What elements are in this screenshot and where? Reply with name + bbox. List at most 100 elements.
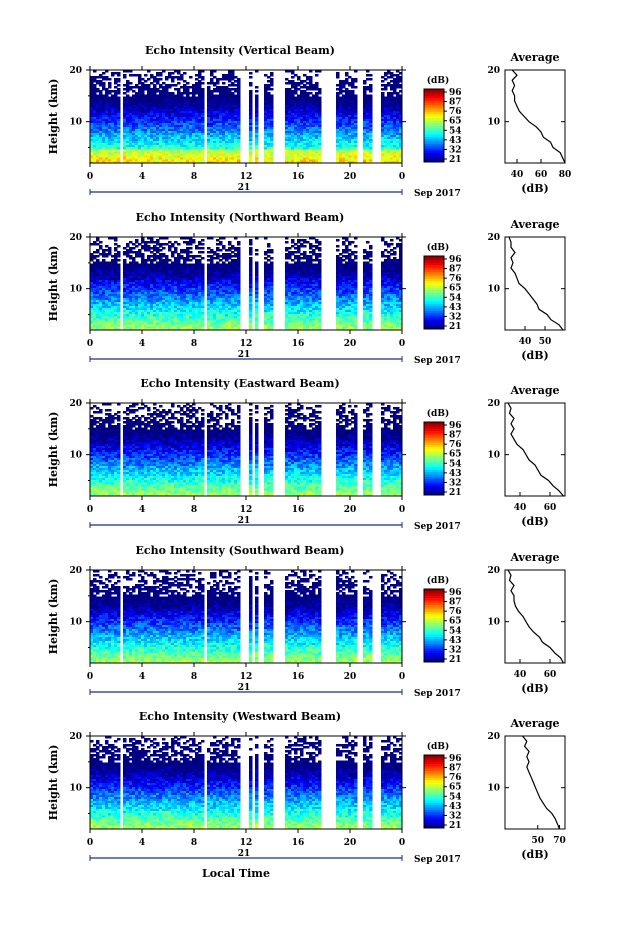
heatmap-cell [165, 138, 169, 142]
heatmap-cell [111, 156, 115, 160]
heatmap-cell [348, 76, 352, 79]
heatmap-cell [141, 128, 145, 132]
heatmap-cell [177, 104, 181, 107]
heatmap-cell [237, 116, 241, 119]
heatmap-cell [234, 128, 238, 132]
heatmap-cell [174, 140, 178, 144]
heatmap-cell [174, 257, 178, 260]
heatmap-cell [222, 100, 226, 103]
heatmap-cell [183, 160, 187, 164]
heatmap-cell [135, 104, 139, 107]
heatmap-cell [150, 112, 154, 115]
heatmap-cell [93, 156, 97, 160]
heatmap-cell [153, 126, 157, 130]
heatmap-cell [174, 247, 178, 250]
heatmap-cell [234, 142, 238, 146]
heatmap-cell [390, 92, 394, 95]
heatmap-cell [192, 154, 196, 158]
heatmap-cell [156, 72, 160, 75]
heatmap-cell [219, 128, 223, 132]
heatmap-cell [186, 132, 190, 136]
heatmap-cell [249, 124, 253, 128]
heatmap-cell [165, 106, 169, 109]
heatmap-cell [213, 120, 217, 123]
heatmap-cell [165, 146, 169, 150]
heatmap-cell [150, 148, 154, 152]
heatmap-cell [156, 94, 160, 97]
heatmap-cell [99, 253, 103, 256]
heatmap-cell [234, 114, 238, 117]
heatmap-cell [384, 78, 388, 81]
heatmap-cell [114, 124, 118, 128]
heatmap-cell [162, 86, 166, 89]
heatmap-cell [225, 76, 229, 79]
heatmap-cell [189, 251, 193, 254]
heatmap-cell [234, 98, 238, 101]
heatmap-cell [186, 154, 190, 158]
heatmap-cell [213, 82, 217, 85]
heatmap-cell [186, 112, 190, 115]
heatmap-cell [156, 144, 160, 148]
heatmap-cell [147, 154, 151, 158]
heatmap-cell [348, 90, 352, 93]
heatmap-cell [195, 245, 199, 248]
heatmap-cell [132, 122, 136, 125]
heatmap-cell [225, 92, 229, 95]
heatmap-cell [156, 118, 160, 121]
heatmap-cell [216, 118, 220, 121]
heatmap-cell [153, 116, 157, 119]
heatmap-cell [228, 114, 232, 117]
heatmap-cell [129, 88, 133, 91]
heatmap-cell [156, 132, 160, 136]
heatmap-cell [132, 106, 136, 109]
heatmap-cell [93, 134, 97, 138]
heatmap-cell [312, 84, 316, 87]
heatmap-cell [99, 128, 103, 132]
heatmap-cell [216, 124, 220, 128]
heatmap-cell [105, 112, 109, 115]
heatmap-cell [210, 132, 214, 136]
heatmap-cell [159, 114, 163, 117]
heatmap-cell [168, 104, 172, 107]
heatmap-cell [150, 259, 154, 262]
heatmap-cell [126, 150, 130, 154]
heatmap-cell [210, 255, 214, 258]
heatmap-cell [159, 108, 163, 111]
heatmap-cell [129, 136, 133, 140]
heatmap-cell [90, 152, 94, 156]
heatmap-cell [231, 96, 235, 99]
heatmap-cell [96, 98, 100, 101]
heatmap-cell [177, 72, 181, 75]
heatmap-cell [108, 104, 112, 107]
heatmap-cell [105, 106, 109, 109]
heatmap-cell [132, 138, 136, 142]
heatmap-cell [222, 96, 226, 99]
heatmap-cell [174, 134, 178, 138]
heatmap-cell [219, 156, 223, 160]
heatmap-cell [126, 112, 130, 115]
heatmap-cell [108, 150, 112, 154]
heatmap-cell [156, 82, 160, 85]
heatmap-cell [108, 120, 112, 123]
heatmap-cell [153, 136, 157, 140]
heatmap-cell [159, 158, 163, 162]
heatmap-cell [135, 116, 139, 119]
heatmap-cell [234, 112, 238, 115]
heatmap-cell [96, 106, 100, 109]
date-label: Sep 2017 [414, 189, 461, 199]
heatmap-cell [192, 92, 196, 95]
heatmap-cell [153, 80, 157, 83]
heatmap-cell [144, 110, 148, 113]
heatmap-cell [102, 112, 106, 115]
heatmap-cell [159, 102, 163, 105]
heatmap-cell [144, 152, 148, 156]
heatmap-cell [180, 160, 184, 164]
heatmap-cell [192, 108, 196, 111]
heatmap-cell [186, 102, 190, 105]
heatmap-cell [207, 251, 211, 254]
heatmap-cell [222, 76, 226, 79]
heatmap-cell [99, 136, 103, 140]
heatmap-cell [150, 120, 154, 123]
heatmap-cell [177, 243, 181, 246]
heatmap-cell [168, 98, 172, 101]
